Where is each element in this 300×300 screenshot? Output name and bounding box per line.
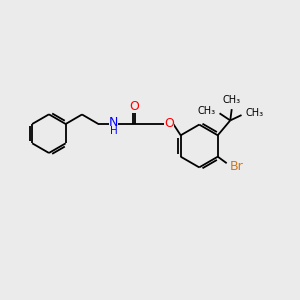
Text: CH₃: CH₃ — [198, 106, 216, 116]
Text: H: H — [110, 125, 118, 136]
Text: N: N — [109, 116, 118, 129]
Text: O: O — [130, 100, 140, 113]
Text: Br: Br — [230, 160, 244, 173]
Text: O: O — [164, 118, 174, 130]
Text: CH₃: CH₃ — [246, 108, 264, 118]
Text: CH₃: CH₃ — [223, 95, 241, 105]
